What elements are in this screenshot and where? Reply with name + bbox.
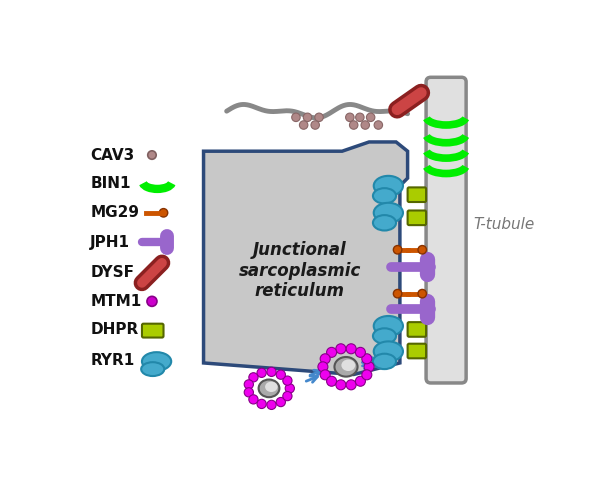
Circle shape [267,367,276,376]
Text: DYSF: DYSF [91,266,134,280]
Circle shape [257,368,266,377]
Circle shape [315,113,323,122]
Text: RYR1: RYR1 [91,353,134,368]
Ellipse shape [374,176,403,196]
Ellipse shape [259,380,280,397]
Circle shape [362,370,372,380]
Circle shape [292,113,300,122]
Ellipse shape [373,188,396,203]
Ellipse shape [373,328,396,343]
Circle shape [244,388,253,397]
Ellipse shape [265,382,278,392]
Circle shape [318,362,328,372]
Circle shape [326,376,337,386]
Ellipse shape [334,357,358,377]
Ellipse shape [374,342,403,362]
FancyBboxPatch shape [407,343,426,358]
Circle shape [394,245,402,254]
FancyBboxPatch shape [407,187,426,202]
Text: BIN1: BIN1 [91,176,131,191]
Ellipse shape [374,203,403,223]
Circle shape [257,399,266,409]
Circle shape [418,290,427,298]
Circle shape [244,380,253,389]
Text: DHPR: DHPR [91,322,139,337]
Circle shape [159,209,168,217]
Circle shape [346,113,354,122]
Circle shape [249,395,258,404]
Ellipse shape [341,360,355,371]
Circle shape [364,362,374,372]
Circle shape [285,384,295,393]
Circle shape [346,380,356,390]
Circle shape [276,370,286,379]
Circle shape [336,380,346,390]
Circle shape [267,400,276,410]
Circle shape [355,347,365,357]
Circle shape [356,113,364,122]
Text: MTM1: MTM1 [91,294,142,309]
Ellipse shape [373,354,396,369]
Circle shape [320,370,330,380]
Ellipse shape [373,215,396,230]
Circle shape [311,121,319,129]
Circle shape [299,121,308,129]
FancyBboxPatch shape [142,324,164,338]
Circle shape [367,113,375,122]
Ellipse shape [141,362,164,376]
Circle shape [326,347,337,357]
FancyBboxPatch shape [426,77,466,383]
Ellipse shape [374,316,403,336]
Circle shape [355,376,365,386]
Circle shape [394,290,402,298]
Text: JPH1: JPH1 [91,235,130,249]
Circle shape [320,354,330,364]
Circle shape [418,245,427,254]
Polygon shape [203,142,407,374]
Ellipse shape [142,352,171,370]
Circle shape [303,113,312,122]
Text: MG29: MG29 [91,205,139,221]
Circle shape [283,376,292,385]
Circle shape [147,296,157,306]
FancyBboxPatch shape [407,322,426,337]
Text: Junctional
sarcoplasmic
reticulum: Junctional sarcoplasmic reticulum [239,241,361,300]
Circle shape [362,354,372,364]
FancyBboxPatch shape [407,211,426,225]
Circle shape [346,344,356,354]
Circle shape [349,121,358,129]
Circle shape [283,392,292,401]
Circle shape [374,121,383,129]
Circle shape [148,151,156,159]
Circle shape [336,344,346,354]
Text: CAV3: CAV3 [91,147,134,163]
Circle shape [276,397,286,407]
Circle shape [249,373,258,382]
Circle shape [361,121,370,129]
Text: T-tubule: T-tubule [473,217,534,232]
